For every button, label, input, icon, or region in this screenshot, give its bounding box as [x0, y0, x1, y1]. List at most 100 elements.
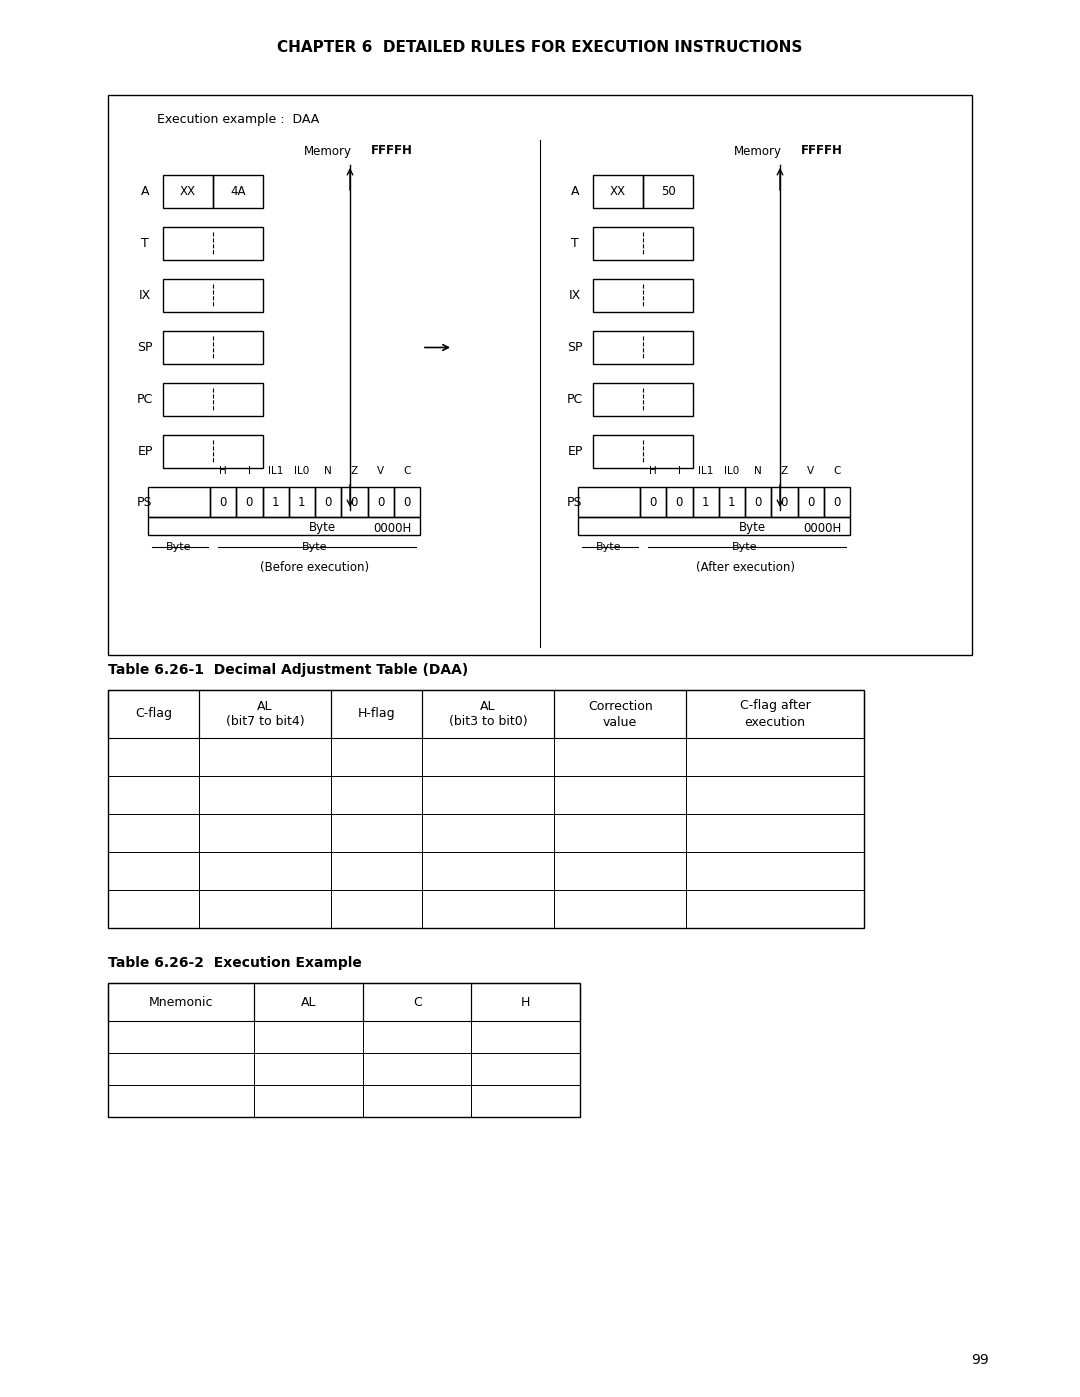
- Bar: [593, 383, 693, 416]
- Bar: [330, 890, 421, 928]
- Bar: [163, 226, 264, 260]
- Bar: [148, 488, 210, 517]
- Bar: [554, 775, 687, 814]
- Bar: [363, 1053, 472, 1085]
- Text: 0: 0: [377, 496, 384, 509]
- Bar: [643, 175, 693, 208]
- Bar: [687, 690, 864, 738]
- Bar: [330, 852, 421, 890]
- Bar: [421, 738, 554, 775]
- Text: C: C: [833, 467, 840, 476]
- Text: Correction: Correction: [588, 700, 652, 712]
- Bar: [108, 890, 199, 928]
- Text: H: H: [219, 467, 227, 476]
- Bar: [692, 488, 719, 517]
- Text: H-flag: H-flag: [357, 707, 395, 721]
- Text: Table 6.26-2  Execution Example: Table 6.26-2 Execution Example: [108, 956, 362, 970]
- Text: H: H: [649, 467, 657, 476]
- Text: T: T: [141, 237, 149, 250]
- Text: Memory: Memory: [303, 144, 352, 158]
- Bar: [578, 517, 850, 535]
- Text: FFFFH: FFFFH: [801, 144, 842, 158]
- Bar: [163, 279, 264, 312]
- Text: Mnemonic: Mnemonic: [149, 996, 214, 1009]
- Bar: [163, 331, 264, 365]
- Text: XX: XX: [180, 184, 195, 198]
- Bar: [288, 488, 315, 517]
- Bar: [745, 488, 771, 517]
- Bar: [163, 434, 264, 468]
- Text: CHAPTER 6  DETAILED RULES FOR EXECUTION INSTRUCTIONS: CHAPTER 6 DETAILED RULES FOR EXECUTION I…: [278, 41, 802, 56]
- Text: 0000H: 0000H: [373, 521, 411, 535]
- Bar: [237, 488, 262, 517]
- Bar: [108, 1053, 254, 1085]
- Bar: [554, 890, 687, 928]
- Text: AL: AL: [257, 700, 272, 712]
- Text: 1: 1: [702, 496, 710, 509]
- Text: SP: SP: [567, 341, 583, 353]
- Text: C: C: [403, 467, 410, 476]
- Bar: [108, 983, 580, 1118]
- Text: AL: AL: [301, 996, 316, 1009]
- Text: Byte: Byte: [166, 542, 192, 552]
- Text: Table 6.26-1  Decimal Adjustment Table (DAA): Table 6.26-1 Decimal Adjustment Table (D…: [108, 664, 469, 678]
- Bar: [472, 1053, 580, 1085]
- Bar: [771, 488, 797, 517]
- Text: 0: 0: [649, 496, 657, 509]
- Text: N: N: [754, 467, 762, 476]
- Text: IX: IX: [569, 289, 581, 302]
- Bar: [108, 983, 254, 1021]
- Text: Byte: Byte: [302, 542, 327, 552]
- Text: 1: 1: [298, 496, 306, 509]
- Text: IL1: IL1: [698, 467, 713, 476]
- Bar: [262, 488, 288, 517]
- Text: 1: 1: [728, 496, 735, 509]
- Text: H: H: [521, 996, 530, 1009]
- Text: (bit7 to bit4): (bit7 to bit4): [226, 715, 305, 728]
- Text: IL1: IL1: [268, 467, 283, 476]
- Bar: [199, 775, 330, 814]
- Text: Byte: Byte: [732, 542, 758, 552]
- Text: PC: PC: [137, 393, 153, 407]
- Text: I: I: [248, 467, 251, 476]
- Bar: [254, 1085, 363, 1118]
- Bar: [578, 488, 640, 517]
- Text: (Before execution): (Before execution): [260, 560, 369, 574]
- Text: Execution example :  DAA: Execution example : DAA: [157, 113, 319, 127]
- Text: 0: 0: [676, 496, 683, 509]
- Text: 0: 0: [781, 496, 788, 509]
- Bar: [108, 1021, 254, 1053]
- Text: AL: AL: [481, 700, 496, 712]
- Bar: [593, 279, 693, 312]
- Text: 50: 50: [661, 184, 675, 198]
- Text: C-flag: C-flag: [135, 707, 172, 721]
- Bar: [687, 775, 864, 814]
- Bar: [330, 775, 421, 814]
- Bar: [824, 488, 850, 517]
- Text: IX: IX: [139, 289, 151, 302]
- Bar: [593, 226, 693, 260]
- Text: A: A: [140, 184, 149, 198]
- Text: T: T: [571, 237, 579, 250]
- Text: 0: 0: [351, 496, 359, 509]
- Bar: [394, 488, 420, 517]
- Bar: [108, 775, 199, 814]
- Bar: [199, 890, 330, 928]
- Bar: [254, 1021, 363, 1053]
- Text: 0: 0: [245, 496, 253, 509]
- Text: execution: execution: [745, 715, 806, 728]
- Bar: [148, 517, 420, 535]
- Text: Byte: Byte: [309, 521, 336, 535]
- Bar: [719, 488, 745, 517]
- Text: Byte: Byte: [739, 521, 766, 535]
- Bar: [666, 488, 692, 517]
- Text: value: value: [603, 715, 637, 728]
- Text: (After execution): (After execution): [696, 560, 795, 574]
- Bar: [421, 852, 554, 890]
- Bar: [363, 983, 472, 1021]
- Bar: [472, 983, 580, 1021]
- Bar: [421, 814, 554, 852]
- Text: PC: PC: [567, 393, 583, 407]
- Bar: [797, 488, 824, 517]
- Bar: [108, 852, 199, 890]
